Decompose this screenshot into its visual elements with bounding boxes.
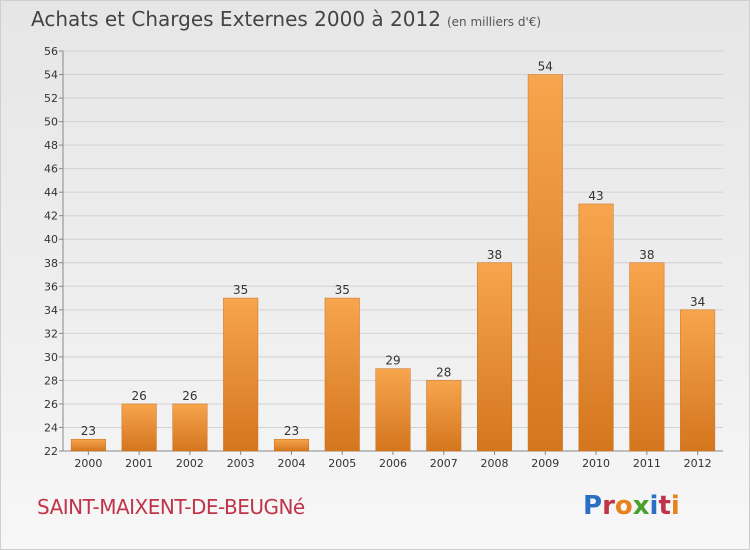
- bar-value-label: 38: [639, 248, 654, 262]
- bar: [121, 403, 157, 452]
- bar: [629, 262, 665, 452]
- y-tick-label: 36: [44, 280, 58, 293]
- logo-letter: P: [583, 491, 603, 521]
- bars: [70, 74, 716, 452]
- x-tick-label: 2005: [328, 457, 356, 470]
- y-tick-label: 46: [44, 163, 58, 176]
- y-tick-label: 40: [44, 233, 58, 246]
- y-tick-label: 22: [44, 445, 58, 458]
- y-tick-label: 48: [44, 139, 58, 152]
- y-tick-label: 24: [44, 421, 58, 434]
- bar-value-label: 35: [335, 283, 350, 297]
- bar-value-label: 54: [538, 60, 553, 74]
- bar: [172, 403, 208, 452]
- y-tick-label: 56: [44, 45, 58, 58]
- y-tick-label: 54: [44, 69, 58, 82]
- y-tick-label: 50: [44, 116, 58, 129]
- x-tick-label: 2009: [531, 457, 559, 470]
- bar: [324, 297, 360, 452]
- logo-letter: x: [632, 491, 650, 521]
- bar: [426, 380, 462, 452]
- y-tick-label: 38: [44, 257, 58, 270]
- commune-name: SAINT-MAIXENT-DE-BEUGNé: [37, 495, 305, 519]
- bar-value-label: 38: [487, 248, 502, 262]
- x-tick-label: 2007: [430, 457, 458, 470]
- x-tick-label: 2012: [684, 457, 712, 470]
- bar: [70, 438, 106, 452]
- y-tick-label: 42: [44, 210, 58, 223]
- x-tick-label: 2002: [176, 457, 204, 470]
- x-tick-label: 2006: [379, 457, 407, 470]
- proxiti-logo: Proxiti: [583, 491, 680, 521]
- bar: [273, 438, 309, 452]
- bar: [527, 74, 563, 452]
- y-tick-label: 32: [44, 327, 58, 340]
- bar-value-label: 26: [182, 389, 197, 403]
- x-tick-label: 2004: [277, 457, 305, 470]
- bar-value-label: 34: [690, 295, 705, 309]
- logo-letter: i: [670, 491, 680, 521]
- bar: [578, 203, 614, 452]
- bar: [375, 368, 411, 452]
- logo-letter: r: [602, 491, 615, 521]
- chart-subtitle: (en milliers d'€): [446, 15, 542, 29]
- y-tick-label: 30: [44, 351, 58, 364]
- x-tick-label: 2011: [633, 457, 661, 470]
- y-tick-label: 28: [44, 374, 58, 387]
- labels: 22 24 26 28 30 32 34 36 38 40 42 44 46 48 50 52 54 56 23 20…: [44, 45, 712, 470]
- bar-value-label: 28: [436, 365, 451, 379]
- logo-letter: o: [614, 491, 633, 521]
- bar-value-label: 29: [385, 354, 400, 368]
- y-tick-label: 26: [44, 398, 58, 411]
- x-tick-label: 2008: [481, 457, 509, 470]
- x-tick-label: 2001: [125, 457, 153, 470]
- chart-title-text: Achats et Charges Externes 2000 à 2012: [31, 7, 441, 31]
- x-tick-label: 2010: [582, 457, 610, 470]
- logo-letter: i: [649, 491, 659, 521]
- bar-value-label: 23: [284, 424, 299, 438]
- chart-title: Achats et Charges Externes 2000 à 2012 (e…: [31, 7, 541, 31]
- bar-value-label: 35: [233, 283, 248, 297]
- y-tick-label: 44: [44, 186, 58, 199]
- x-tick-label: 2000: [74, 457, 102, 470]
- bar-value-label: 26: [132, 389, 147, 403]
- y-tick-label: 34: [44, 304, 58, 317]
- bar: [477, 262, 513, 452]
- bar: [223, 297, 259, 452]
- bar-value-label: 23: [81, 424, 96, 438]
- bar-value-label: 43: [588, 189, 603, 203]
- y-tick-label: 52: [44, 92, 58, 105]
- bar: [680, 309, 716, 452]
- logo-letter: t: [658, 491, 671, 521]
- x-tick-label: 2003: [227, 457, 255, 470]
